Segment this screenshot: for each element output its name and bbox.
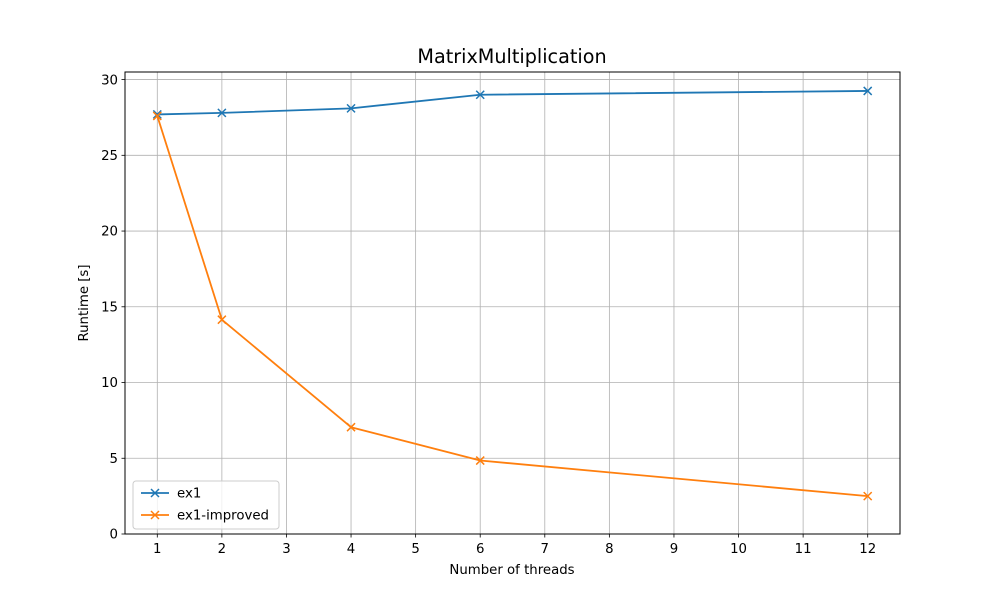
legend-item: ex1 bbox=[141, 487, 201, 502]
x-tick-label: 6 bbox=[476, 542, 484, 557]
x-tick-label: 9 bbox=[670, 542, 678, 557]
data-point-marker bbox=[346, 103, 356, 113]
legend-box bbox=[132, 480, 280, 530]
legend-label: ex1 bbox=[177, 487, 201, 502]
y-tick-label: 0 bbox=[110, 528, 118, 543]
x-axis-label: Number of threads bbox=[449, 563, 574, 578]
x-tick-label: 12 bbox=[859, 542, 876, 557]
y-tick-label: 25 bbox=[101, 149, 118, 164]
x-tick-label: 2 bbox=[218, 542, 226, 557]
data-point-marker bbox=[217, 315, 227, 325]
data-point-marker bbox=[152, 109, 162, 119]
legend-item: ex1-improved bbox=[141, 509, 269, 524]
x-tick-label: 1 bbox=[153, 542, 161, 557]
y-tick-label: 30 bbox=[101, 73, 118, 88]
y-tick-label: 5 bbox=[110, 452, 118, 467]
data-point-marker bbox=[863, 491, 873, 501]
data-point-marker bbox=[475, 456, 485, 466]
chart-title: MatrixMultiplication bbox=[417, 45, 606, 68]
data-point-marker bbox=[217, 108, 227, 118]
x-tick-label: 5 bbox=[411, 542, 419, 557]
data-point-marker bbox=[863, 86, 873, 96]
x-tick-label: 11 bbox=[795, 542, 812, 557]
data-point-marker bbox=[152, 111, 162, 121]
data-point-marker bbox=[475, 90, 485, 100]
x-tick-label: 10 bbox=[730, 542, 747, 557]
x-tick-label: 8 bbox=[605, 542, 613, 557]
grid bbox=[125, 72, 900, 535]
data-point-marker bbox=[346, 422, 356, 432]
series-ex1 bbox=[152, 86, 873, 119]
x-tick-label: 4 bbox=[347, 542, 355, 557]
x-tick-label: 3 bbox=[282, 542, 290, 557]
series-ex1-improved bbox=[152, 111, 873, 501]
y-tick-label: 20 bbox=[101, 225, 118, 240]
series-layer bbox=[152, 86, 873, 501]
legend-marker bbox=[150, 510, 160, 520]
y-tick-label: 15 bbox=[101, 300, 118, 315]
legend-marker bbox=[150, 488, 160, 498]
x-tick-label: 7 bbox=[541, 542, 549, 557]
y-tick-label: 10 bbox=[101, 376, 118, 391]
plot-frame bbox=[124, 71, 901, 535]
legend-label: ex1-improved bbox=[177, 509, 269, 524]
legend: ex1 ex1-improved bbox=[132, 480, 280, 530]
y-axis-label: Runtime [s] bbox=[77, 264, 92, 341]
